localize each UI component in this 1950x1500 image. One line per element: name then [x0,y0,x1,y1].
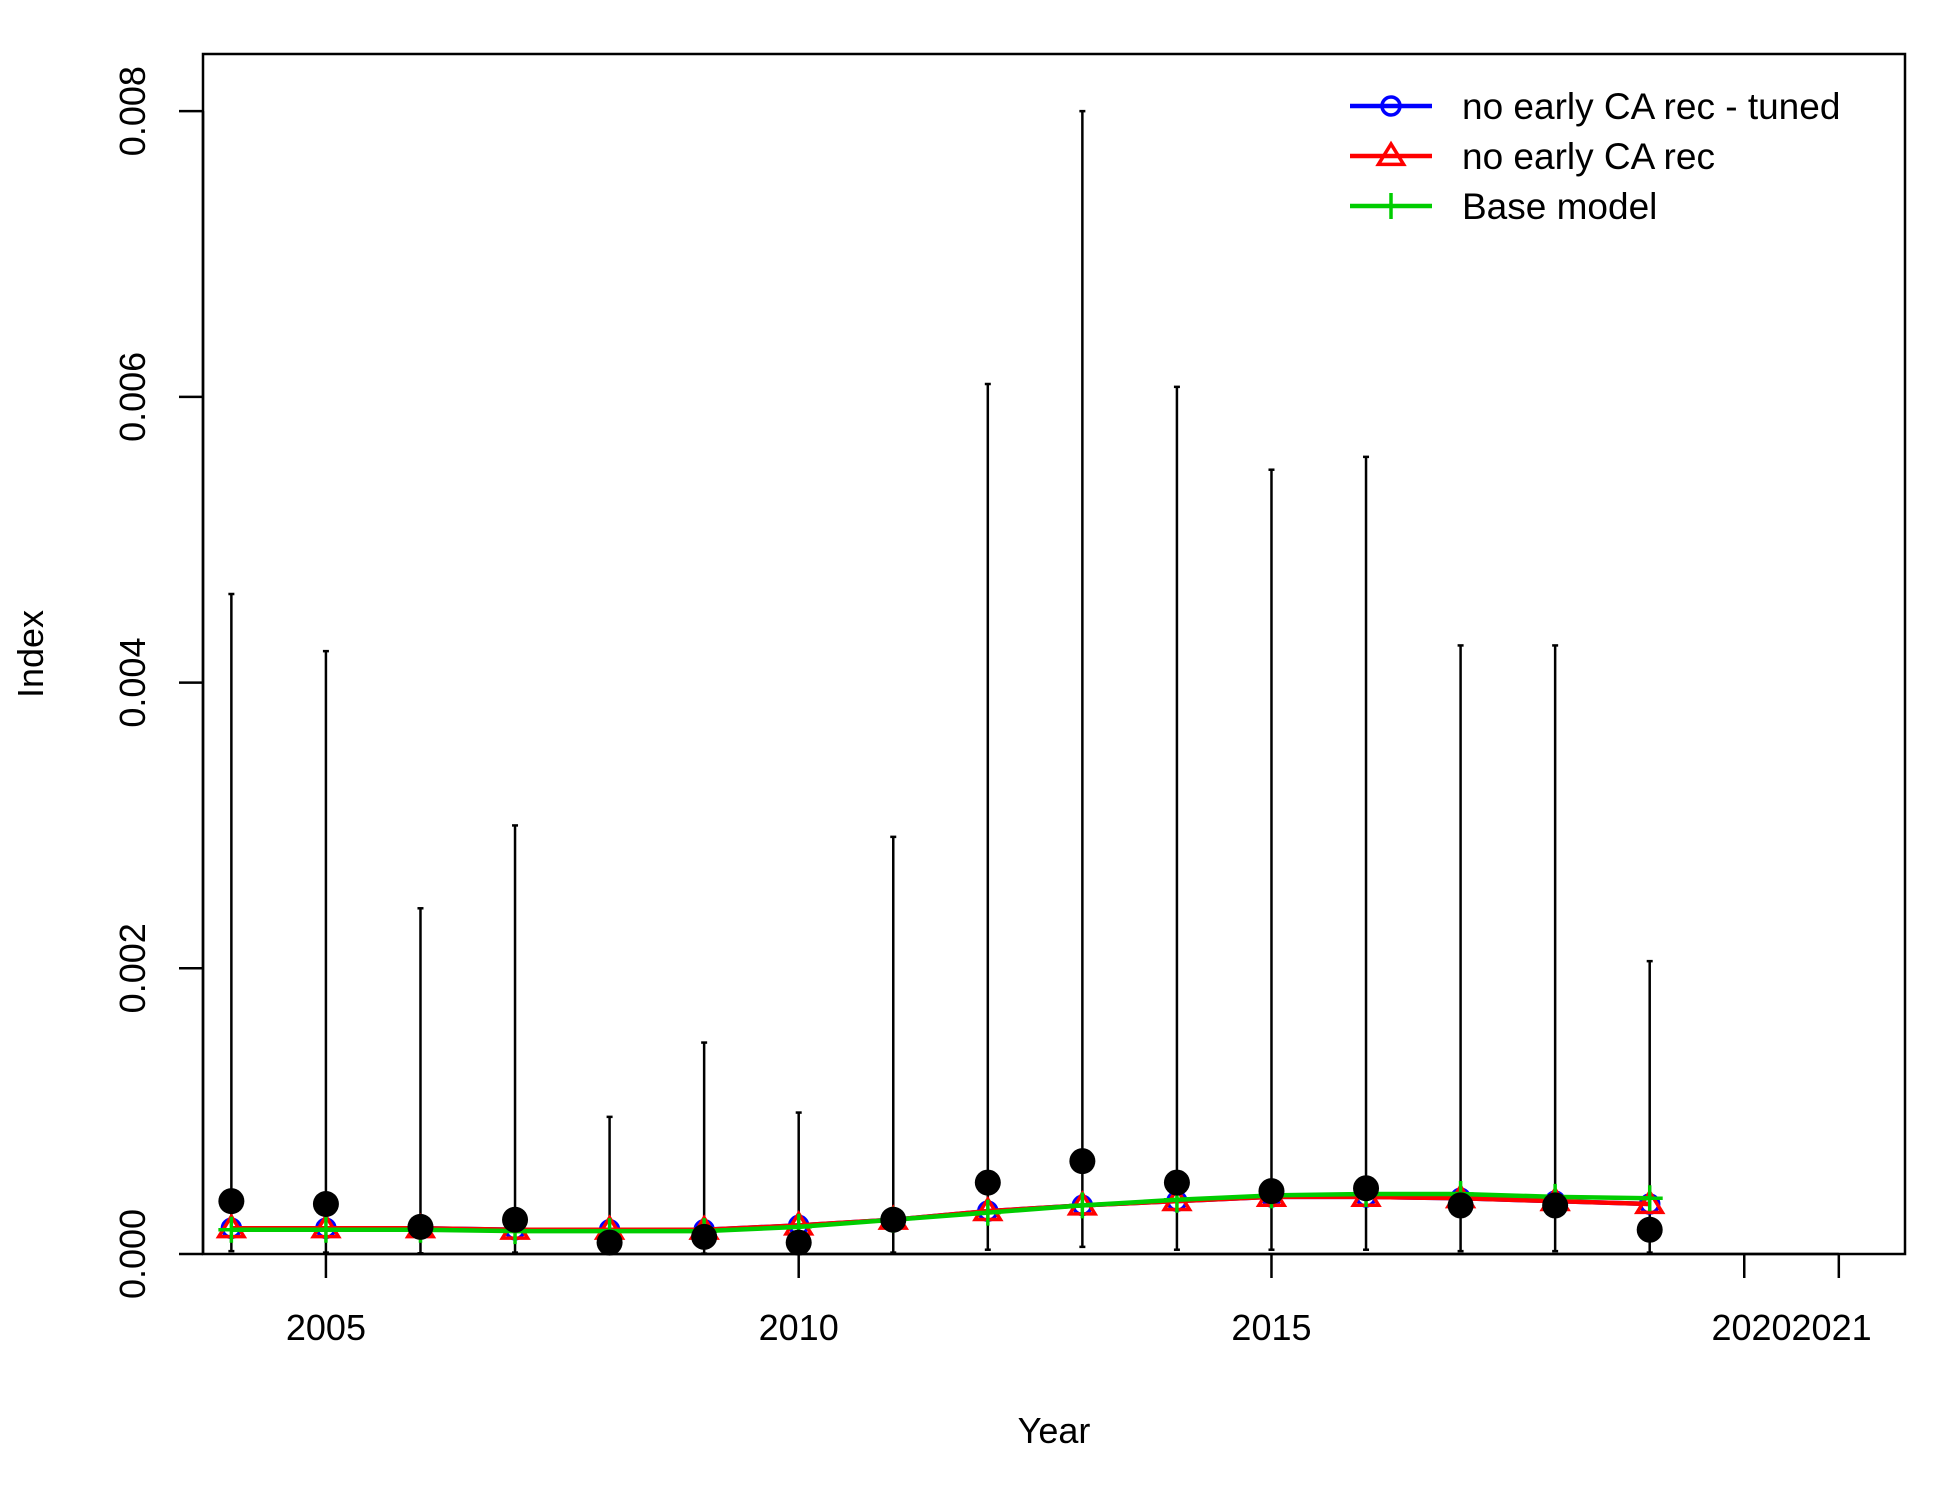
legend-swatch-marker [1380,95,1402,117]
x-axis-title: Year [1018,1410,1091,1451]
observed-point [596,1229,623,1256]
y-tick-label: 0.002 [112,923,153,1013]
x-tick-label: 2005 [286,1307,366,1348]
series-line-3 [231,1191,1650,1234]
x-tick-label: 2010 [759,1307,839,1348]
legend-label: no early CA rec [1462,136,1715,177]
series-point-3 [1636,1185,1663,1212]
series-point-2 [1633,1188,1666,1215]
observed-point [1542,1192,1569,1219]
y-tick-label: 0.004 [112,638,153,728]
x-tick-label: 2020 [1711,1307,1791,1348]
y-tick-label: 0.008 [112,66,153,156]
series-point-3 [974,1199,1001,1226]
legend: no early CA rec - tuned no early CA rec Ba… [1350,86,1840,227]
series-point-3 [312,1216,339,1243]
axis-layer: 2005 2010 2015 2020 2021 0.000 0.002 0.004 0.006… [112,66,1872,1348]
legend-swatch-marker [1378,193,1404,219]
series-point-3 [1069,1192,1096,1219]
legend-swatch-marker [1375,140,1407,167]
series-point-3 [218,1216,245,1243]
observed-point [407,1213,434,1240]
observed-point [1258,1178,1285,1205]
observed-point [691,1223,718,1250]
observed-point [1353,1175,1380,1202]
observed-point [1447,1192,1474,1219]
observed-point [502,1206,529,1233]
observed-point [312,1191,339,1217]
x-tick-label: 2015 [1231,1307,1311,1348]
observed-point [785,1229,812,1256]
observed-point [218,1188,245,1215]
observed-point [1163,1169,1190,1196]
legend-label: Base model [1462,186,1657,227]
y-axis-title: Index [10,610,51,698]
x-tick-label: 2021 [1792,1307,1872,1348]
observed-point [1636,1216,1663,1243]
observed-point [974,1169,1001,1196]
y-tick-label: 0.000 [112,1209,153,1299]
y-tick-label: 0.006 [112,352,153,442]
observed-point [1069,1148,1096,1175]
observed-point [880,1206,907,1233]
legend-label: no early CA rec - tuned [1462,86,1840,127]
marks-layer [215,109,1666,1256]
